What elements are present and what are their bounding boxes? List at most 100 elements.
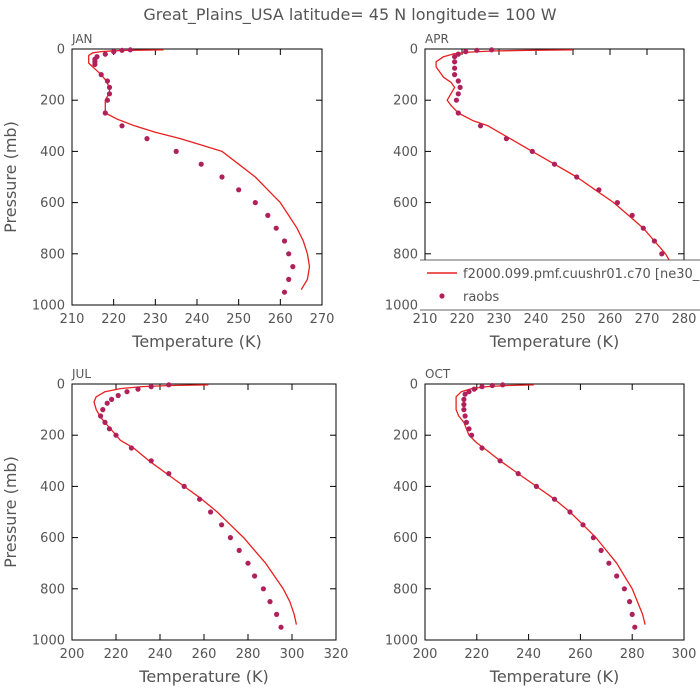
- legend: f2000.099.pmf.cuushr01.c70 [ne30_ne30]ra…: [420, 259, 700, 311]
- obs-point-jan-14: [119, 123, 125, 129]
- x-tick-label-jul-240: 240: [148, 647, 173, 662]
- obs-point-apr-14: [503, 136, 509, 142]
- y-tick-label-jul-0: 0: [57, 378, 65, 393]
- x-tick-label-apr-270: 270: [635, 312, 660, 327]
- obs-point-jul-15: [181, 483, 187, 489]
- obs-point-apr-18: [596, 187, 602, 193]
- obs-point-oct-5: [462, 391, 468, 397]
- y-tick-label-oct-0: 0: [410, 378, 418, 393]
- obs-point-oct-17: [551, 496, 558, 502]
- obs-point-oct-3: [471, 386, 477, 392]
- obs-point-jan-8: [98, 72, 104, 78]
- panel-label-apr: APR: [425, 32, 449, 46]
- obs-point-jul-3: [124, 389, 130, 395]
- obs-point-jan-1: [119, 47, 125, 53]
- obs-point-jan-23: [281, 238, 288, 244]
- obs-point-apr-15: [529, 148, 535, 154]
- obs-point-oct-4: [466, 389, 472, 395]
- obs-point-apr-8: [455, 78, 461, 84]
- obs-point-apr-23: [659, 251, 665, 257]
- obs-point-apr-6: [452, 65, 458, 71]
- x-tick-label-apr-280: 280: [672, 312, 697, 327]
- obs-point-oct-9: [462, 413, 468, 419]
- obs-point-jul-23: [260, 586, 266, 592]
- obs-point-jan-21: [265, 212, 271, 218]
- y-tick-label-oct-200: 200: [393, 429, 418, 444]
- obs-point-oct-0: [500, 382, 506, 388]
- model-line-jan: [88, 49, 311, 290]
- x-tick-label-oct-200: 200: [413, 647, 438, 662]
- figure-title: Great_Plains_USA latitude= 45 N longitud…: [143, 5, 556, 25]
- obs-point-jul-1: [148, 384, 154, 390]
- x-tick-label-apr-250: 250: [561, 312, 586, 327]
- y-tick-label-jul-800: 800: [40, 582, 65, 597]
- y-tick-label-apr-400: 400: [393, 145, 418, 160]
- obs-point-apr-17: [574, 174, 580, 180]
- obs-point-jul-10: [106, 426, 112, 432]
- y-tick-label-apr-1000: 1000: [385, 299, 418, 314]
- x-tick-label-oct-260: 260: [568, 647, 593, 662]
- y-tick-label-jan-600: 600: [40, 196, 65, 211]
- obs-point-apr-19: [614, 200, 621, 206]
- x-tick-label-apr-240: 240: [524, 312, 549, 327]
- obs-point-jul-19: [227, 535, 233, 541]
- y-tick-label-oct-600: 600: [393, 531, 418, 546]
- x-tick-label-jul-320: 320: [324, 647, 349, 662]
- obs-point-oct-19: [580, 522, 586, 528]
- obs-point-oct-21: [598, 547, 604, 554]
- y-tick-label-apr-800: 800: [393, 247, 418, 262]
- y-tick-label-apr-0: 0: [410, 43, 418, 58]
- obs-point-jul-14: [166, 471, 172, 477]
- obs-point-jan-2: [111, 49, 117, 55]
- obs-point-jan-22: [273, 225, 279, 231]
- obs-point-jul-12: [128, 445, 134, 451]
- obs-point-jul-24: [267, 599, 273, 605]
- obs-point-oct-16: [533, 483, 540, 489]
- obs-point-apr-12: [455, 110, 461, 116]
- obs-point-jul-5: [109, 396, 115, 402]
- x-tick-label-jul-200: 200: [60, 647, 85, 662]
- obs-point-jan-25: [290, 264, 296, 270]
- y-tick-label-jul-1000: 1000: [32, 634, 65, 649]
- x-tick-label-apr-220: 220: [450, 312, 475, 327]
- obs-point-apr-9: [457, 84, 463, 90]
- obs-point-oct-22: [606, 560, 612, 566]
- obs-point-jul-11: [113, 432, 119, 438]
- obs-point-oct-26: [629, 611, 635, 618]
- obs-point-jan-3: [102, 51, 108, 57]
- obs-point-jul-21: [245, 560, 251, 566]
- obs-point-jan-12: [104, 97, 110, 103]
- obs-point-oct-25: [627, 599, 633, 605]
- obs-point-jan-17: [198, 161, 204, 167]
- x-tick-label-jan-220: 220: [101, 312, 126, 327]
- obs-point-jan-9: [104, 78, 110, 84]
- obs-point-jul-9: [102, 419, 108, 425]
- obs-point-jul-26: [278, 624, 284, 630]
- x-axis-label-apr: Temperature (K): [489, 332, 619, 351]
- obs-point-jul-6: [104, 400, 110, 406]
- obs-point-oct-8: [461, 407, 467, 413]
- obs-point-jul-18: [219, 522, 225, 528]
- obs-point-jan-15: [144, 136, 150, 142]
- panel-label-oct: OCT: [425, 367, 451, 381]
- x-axis-label-oct: Temperature (K): [489, 667, 619, 686]
- obs-point-jul-4: [115, 392, 121, 399]
- y-tick-label-apr-200: 200: [393, 94, 418, 109]
- obs-point-apr-20: [629, 212, 635, 218]
- y-tick-label-jan-800: 800: [40, 247, 65, 262]
- x-axis-label-jan: Temperature (K): [131, 332, 261, 351]
- obs-point-oct-6: [461, 396, 467, 402]
- obs-point-oct-7: [461, 401, 467, 408]
- obs-point-oct-18: [567, 509, 573, 515]
- legend-model-label: f2000.099.pmf.cuushr01.c70 [ne30_ne30]: [463, 267, 700, 282]
- obs-point-apr-11: [453, 97, 459, 103]
- y-tick-label-jul-600: 600: [40, 531, 65, 546]
- obs-point-jan-13: [102, 110, 108, 116]
- obs-point-jul-2: [135, 386, 141, 392]
- x-tick-label-jan-230: 230: [143, 312, 168, 327]
- x-tick-label-oct-240: 240: [516, 647, 541, 662]
- obs-point-jul-13: [148, 458, 154, 464]
- legend-obs-label: raobs: [463, 290, 500, 305]
- x-tick-label-oct-300: 300: [672, 647, 697, 662]
